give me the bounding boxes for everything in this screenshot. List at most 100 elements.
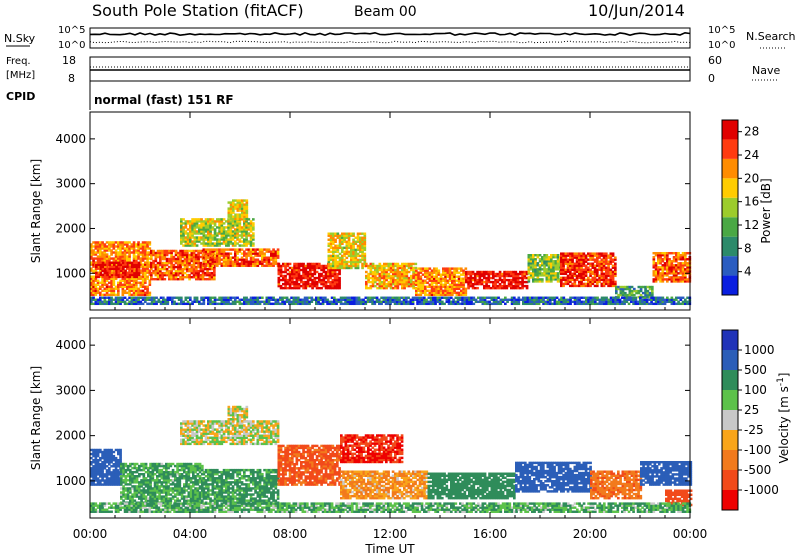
echo-cell	[161, 265, 164, 269]
echo-cell	[341, 266, 344, 270]
echo-cell	[95, 265, 98, 269]
echo-cell	[338, 256, 342, 260]
echo-cell	[180, 228, 183, 231]
echo-cell	[347, 264, 351, 268]
echo-cell	[195, 296, 199, 299]
echo-cell	[536, 272, 540, 275]
echo-cell	[213, 260, 217, 263]
echo-cell	[249, 260, 253, 263]
echo-cell	[108, 245, 111, 248]
echo-cell	[188, 273, 191, 277]
echo-cell	[455, 279, 459, 282]
echo-cell	[277, 272, 281, 276]
echo-cell	[213, 232, 217, 235]
echo-cell	[183, 261, 187, 265]
echo-cell	[507, 274, 511, 278]
echo-cell	[184, 242, 188, 245]
echo-cell	[201, 273, 205, 277]
echo-cell	[236, 234, 239, 237]
echo-cell	[437, 285, 441, 289]
echo-cell	[322, 268, 326, 272]
echo-cell	[580, 270, 583, 273]
echo-cell	[361, 250, 364, 254]
echo-cell	[252, 234, 255, 237]
echo-cell	[200, 224, 203, 227]
echo-cell	[229, 224, 233, 227]
echo-cell	[207, 252, 210, 255]
echo-cell	[562, 284, 565, 288]
echo-cell	[236, 230, 239, 233]
echo-cell	[148, 265, 152, 268]
echo-cell	[448, 293, 452, 297]
echo-cell	[117, 275, 121, 279]
echo-cell	[186, 251, 189, 255]
echo-cell	[181, 249, 185, 253]
echo-cell	[550, 270, 553, 273]
echo-cell	[144, 291, 147, 295]
echo-cell	[186, 244, 190, 247]
echo-cell	[578, 256, 581, 259]
echo-cell	[254, 264, 257, 267]
echo-cell	[204, 254, 208, 257]
echo-cell	[483, 284, 486, 288]
echo-cell	[245, 242, 248, 245]
echo-cell	[389, 280, 393, 284]
echo-cell	[117, 253, 120, 256]
echo-cell	[580, 266, 583, 269]
echo-cell	[403, 284, 406, 288]
echo-cell	[121, 287, 125, 291]
echo-cell	[206, 277, 209, 281]
echo-cell	[165, 263, 169, 267]
echo-cell	[202, 224, 206, 227]
echo-cell	[154, 255, 158, 259]
echo-cell	[195, 232, 199, 235]
echo-cell	[161, 271, 164, 275]
echo-cell	[465, 274, 468, 278]
echo-cell	[108, 287, 111, 291]
echo-cell	[286, 268, 290, 272]
echo-cell	[243, 215, 246, 218]
echo-cell	[227, 230, 230, 233]
echo-cell	[300, 276, 303, 280]
echo-cell	[279, 286, 283, 290]
echo-cell	[141, 247, 145, 250]
echo-cell	[304, 274, 308, 278]
echo-cell	[249, 238, 253, 241]
echo-cell	[437, 269, 441, 272]
echo-cell	[480, 272, 484, 276]
echo-cell	[121, 241, 125, 244]
echo-cell	[236, 252, 239, 255]
echo-cell	[341, 240, 344, 243]
echo-cell	[284, 278, 287, 282]
echo-cell	[480, 278, 484, 282]
echo-cell	[139, 247, 143, 250]
echo-cell	[564, 260, 568, 263]
echo-cell	[238, 248, 242, 251]
echo-cell	[195, 273, 198, 277]
echo-cell	[132, 285, 136, 289]
echo-cell	[108, 269, 112, 273]
echo-cell	[338, 262, 342, 266]
echo-cell	[184, 236, 188, 239]
echo-cell	[324, 276, 328, 280]
echo-cell	[222, 250, 226, 253]
echo-cell	[238, 228, 242, 231]
echo-cell	[222, 260, 226, 263]
echo-cell	[133, 261, 136, 265]
echo-cell	[516, 272, 520, 276]
echo-cell	[448, 273, 452, 276]
cpid-panel: CPID normal (fast) 151 RF	[6, 81, 234, 110]
echo-cell	[186, 240, 190, 243]
echo-cell	[527, 254, 531, 257]
echo-cell	[437, 271, 441, 274]
echo-cell	[170, 253, 173, 257]
echo-cell	[101, 263, 105, 267]
echo-cell	[115, 261, 118, 265]
echo-cell	[545, 256, 549, 259]
echo-cell	[186, 261, 189, 265]
echo-cell	[159, 277, 162, 281]
echo-cell	[516, 284, 520, 288]
echo-cell	[347, 234, 351, 237]
echo-cell	[110, 249, 113, 252]
echo-cell	[424, 289, 427, 293]
